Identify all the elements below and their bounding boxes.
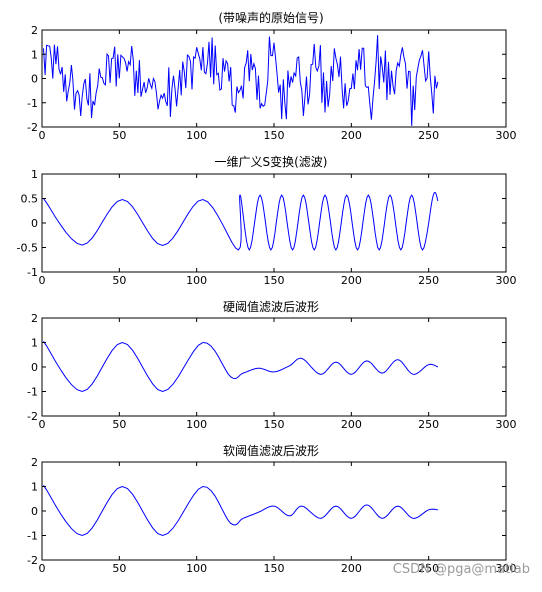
y-tick-label: -1 <box>27 530 38 543</box>
x-tick-label: 100 <box>186 274 207 287</box>
y-tick-label: 1 <box>31 168 38 181</box>
series-line <box>43 35 439 126</box>
title-soft-threshold: 软阈值滤波后波形 <box>223 443 319 458</box>
x-tick-label: 50 <box>112 274 126 287</box>
x-tick-label: 0 <box>39 274 46 287</box>
x-tick-label: 150 <box>264 274 285 287</box>
y-tick-label: 0 <box>31 73 38 86</box>
x-tick-label: 100 <box>186 129 207 142</box>
x-tick-label: 250 <box>418 129 439 142</box>
x-tick-label: 300 <box>496 274 517 287</box>
x-tick-label: 250 <box>418 418 439 431</box>
series-line <box>43 485 438 537</box>
x-tick-label: 200 <box>341 129 362 142</box>
series-line <box>43 341 439 393</box>
x-tick-label: 300 <box>496 418 517 431</box>
y-tick-label: -2 <box>27 554 38 567</box>
plot-frame <box>41 461 507 561</box>
plot-frame <box>41 317 507 417</box>
x-tick-label: 150 <box>264 129 285 142</box>
x-tick-label: 200 <box>341 274 362 287</box>
y-tick-label: -2 <box>27 410 38 423</box>
x-tick-label: 100 <box>186 418 207 431</box>
title-gst-filter: 一维广义S变换(滤波) <box>215 154 328 169</box>
y-tick-label: 1 <box>31 481 38 494</box>
x-tick-label: 150 <box>264 418 285 431</box>
y-tick-label: 2 <box>31 456 38 469</box>
y-tick-label: -1 <box>27 386 38 399</box>
x-tick-label: 250 <box>418 562 439 575</box>
x-tick-label: 100 <box>186 562 207 575</box>
x-tick-label: 0 <box>39 562 46 575</box>
y-tick-label: 0 <box>31 361 38 374</box>
y-tick-label: 0 <box>31 505 38 518</box>
series-line <box>43 191 439 251</box>
y-tick-label: -1 <box>27 97 38 110</box>
y-tick-label: 0 <box>31 217 38 230</box>
panel-hard-threshold: 硬阈值滤波后波形 0 50 100 150 200 250 300 -2 -1 0 1 2 <box>27 299 516 431</box>
y-tick-label: 0.5 <box>21 193 39 206</box>
x-tick-label: 50 <box>112 129 126 142</box>
x-tick-label: 200 <box>341 418 362 431</box>
y-tick-label: 2 <box>31 24 38 37</box>
x-tick-label: 50 <box>112 562 126 575</box>
y-tick-label: -0.5 <box>17 242 38 255</box>
y-tick-label: 1 <box>31 337 38 350</box>
x-tick-label: 0 <box>39 129 46 142</box>
y-tick-label: 2 <box>31 312 38 325</box>
panel-gst-filter: 一维广义S变换(滤波) 0 50 100 150 200 250 300 -1 -0.5 0 0.5… <box>17 154 517 287</box>
y-tick-label: -2 <box>27 121 38 134</box>
x-tick-label: 300 <box>496 562 517 575</box>
title-hard-threshold: 硬阈值滤波后波形 <box>223 299 319 314</box>
title-noisy-signal: (带噪声的原始信号) <box>218 10 323 25</box>
x-tick-label: 50 <box>112 418 126 431</box>
x-tick-label: 300 <box>496 129 517 142</box>
plot-frame <box>41 173 507 273</box>
panel-noisy-signal: (带噪声的原始信号) 0 50 100 150 200 250 300 -2 -1 0 1 2 <box>27 10 516 142</box>
x-tick-label: 200 <box>341 562 362 575</box>
y-tick-label: -1 <box>27 266 38 279</box>
x-tick-label: 250 <box>418 274 439 287</box>
x-tick-label: 150 <box>264 562 285 575</box>
y-tick-label: 1 <box>31 48 38 61</box>
x-tick-label: 0 <box>39 418 46 431</box>
panel-soft-threshold: 软阈值滤波后波形 0 50 100 150 200 250 300 -2 -1 0 1 2 <box>27 443 516 575</box>
watermark: CSDN @pga@matlab <box>392 562 530 577</box>
